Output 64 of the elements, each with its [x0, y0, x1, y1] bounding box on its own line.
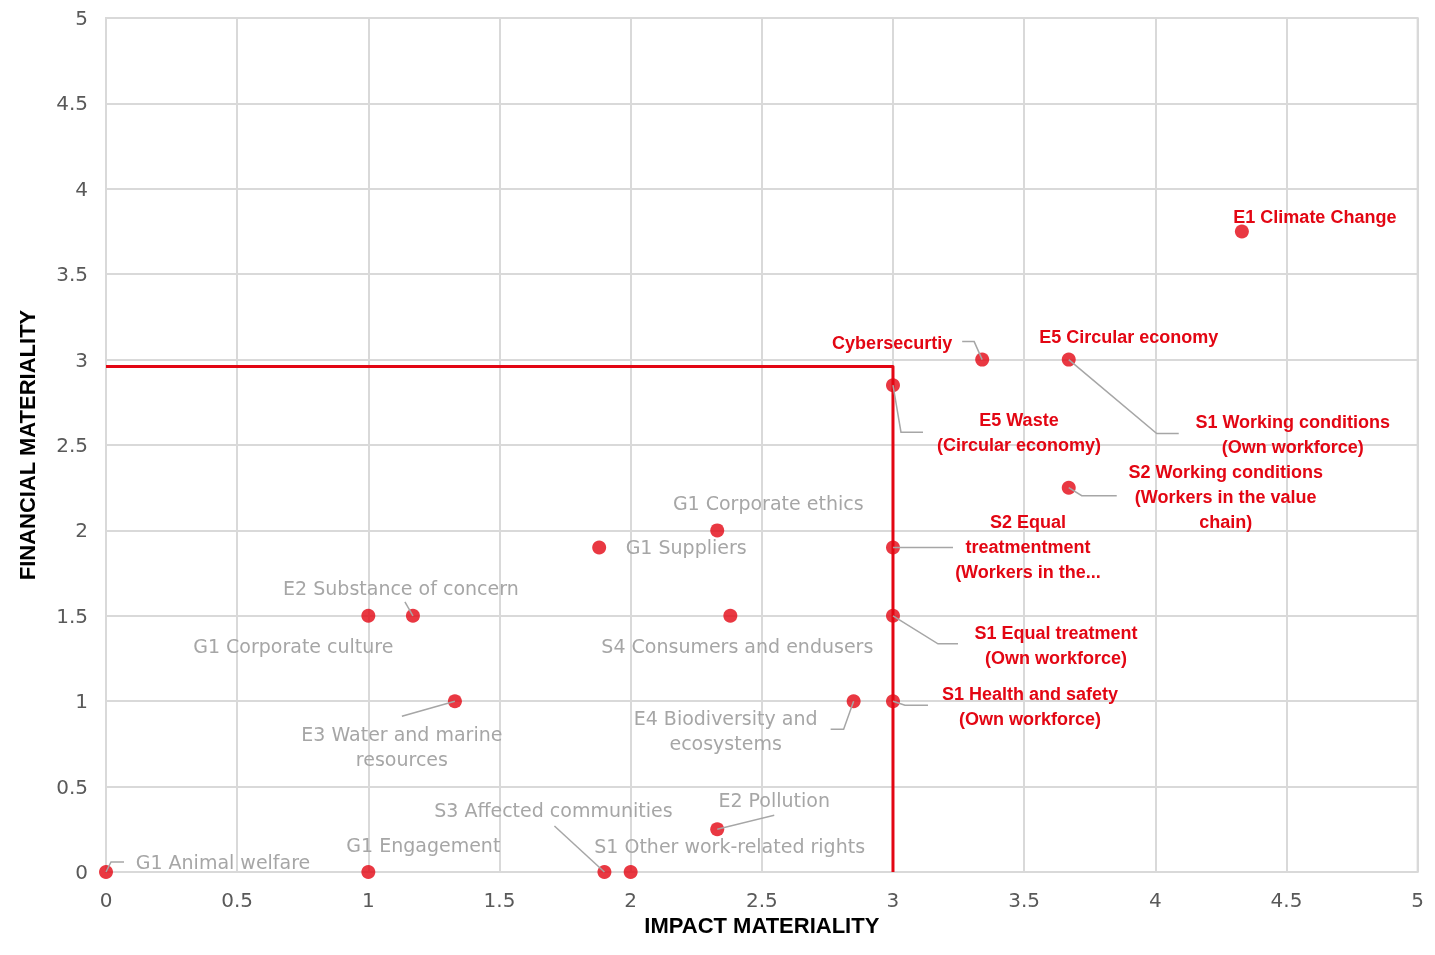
- x-tick-label: 1.5: [483, 888, 516, 912]
- annotation: G1 Corporate culture: [193, 634, 394, 657]
- point: [886, 608, 900, 623]
- point: [886, 378, 900, 393]
- annotation: S1 Working conditions (Own workforce): [1195, 412, 1391, 458]
- y-tick-label: 0: [75, 860, 88, 884]
- x-tick-label: 0.5: [221, 888, 254, 912]
- y-tick-label: 1: [75, 689, 88, 714]
- annotation: G1 Animal welfare: [135, 851, 311, 873]
- annotation: E4 Biodiversity and ecosystems: [633, 706, 818, 754]
- point: [447, 694, 462, 709]
- point: [361, 865, 376, 879]
- y-tick-label: 3: [75, 347, 88, 372]
- annotation: S1 Equal treatment (Own workforce): [974, 623, 1138, 669]
- y-axis-title: FINANCIAL MATERIALITY: [14, 309, 40, 581]
- y-tick-label: 5: [75, 6, 88, 30]
- y-tick-label: 2.5: [56, 433, 88, 457]
- annotation: E5 Waste (Circular economy): [936, 409, 1102, 455]
- annotation: S1 Other work-related rights: [594, 835, 866, 857]
- annotation: E1 Climate Change: [1233, 206, 1397, 227]
- annotation: E2 Pollution: [718, 789, 830, 812]
- point: [1061, 352, 1076, 367]
- x-tick-label: 0: [99, 888, 113, 912]
- x-tick-label: 1: [361, 888, 375, 912]
- annotation: G1 Suppliers: [625, 536, 747, 559]
- x-tick-label: 4.5: [1270, 888, 1303, 912]
- annotation: E2 Substance of concern: [283, 576, 519, 599]
- y-tick-label: 3.5: [56, 262, 88, 287]
- x-tick-label: 4: [1148, 888, 1162, 912]
- y-tick-label: 2: [75, 518, 88, 543]
- point: [597, 865, 612, 879]
- point: [886, 540, 900, 555]
- point: [1061, 480, 1076, 495]
- annotation: E3 Water and marine resources: [301, 722, 503, 770]
- y-tick-label: 0.5: [56, 774, 88, 799]
- annotation: S2 Equal treatmentment (Workers in the...: [955, 512, 1101, 583]
- point: [1234, 224, 1249, 239]
- annotation: S1 Health and safety (Own workforce): [941, 683, 1119, 729]
- x-tick-label: 3: [886, 888, 900, 912]
- x-tick-label: 2: [624, 888, 638, 912]
- point: [710, 822, 725, 837]
- y-tick-label: 4: [75, 176, 88, 201]
- point: [623, 865, 638, 879]
- point: [710, 523, 725, 538]
- point: [405, 608, 420, 623]
- point: [361, 608, 376, 623]
- x-axis-title: IMPACT MATERIALITY: [644, 913, 880, 939]
- annotation: S2 Working conditions (Workers in the value chain): [1128, 461, 1324, 532]
- annotation: S3 Affected communities: [434, 799, 673, 821]
- y-tick-label: 4.5: [56, 91, 88, 116]
- y-tick-label: 1.5: [56, 603, 88, 628]
- point: [723, 608, 738, 623]
- annotation: E5 Circular economy: [1039, 326, 1219, 347]
- annotation: Cybersecurtiy: [832, 332, 953, 353]
- x-tick-label: 5: [1411, 888, 1424, 912]
- annotation: G1 Engagement: [346, 834, 501, 856]
- point: [975, 352, 990, 367]
- point: [886, 694, 900, 709]
- x-tick-label: 2.5: [745, 888, 778, 912]
- x-tick-label: 3.5: [1008, 888, 1041, 912]
- annotation: S4 Consumers and endusers: [601, 634, 874, 657]
- point: [592, 540, 607, 555]
- point: [846, 694, 861, 709]
- annotation: G1 Corporate ethics: [672, 492, 864, 515]
